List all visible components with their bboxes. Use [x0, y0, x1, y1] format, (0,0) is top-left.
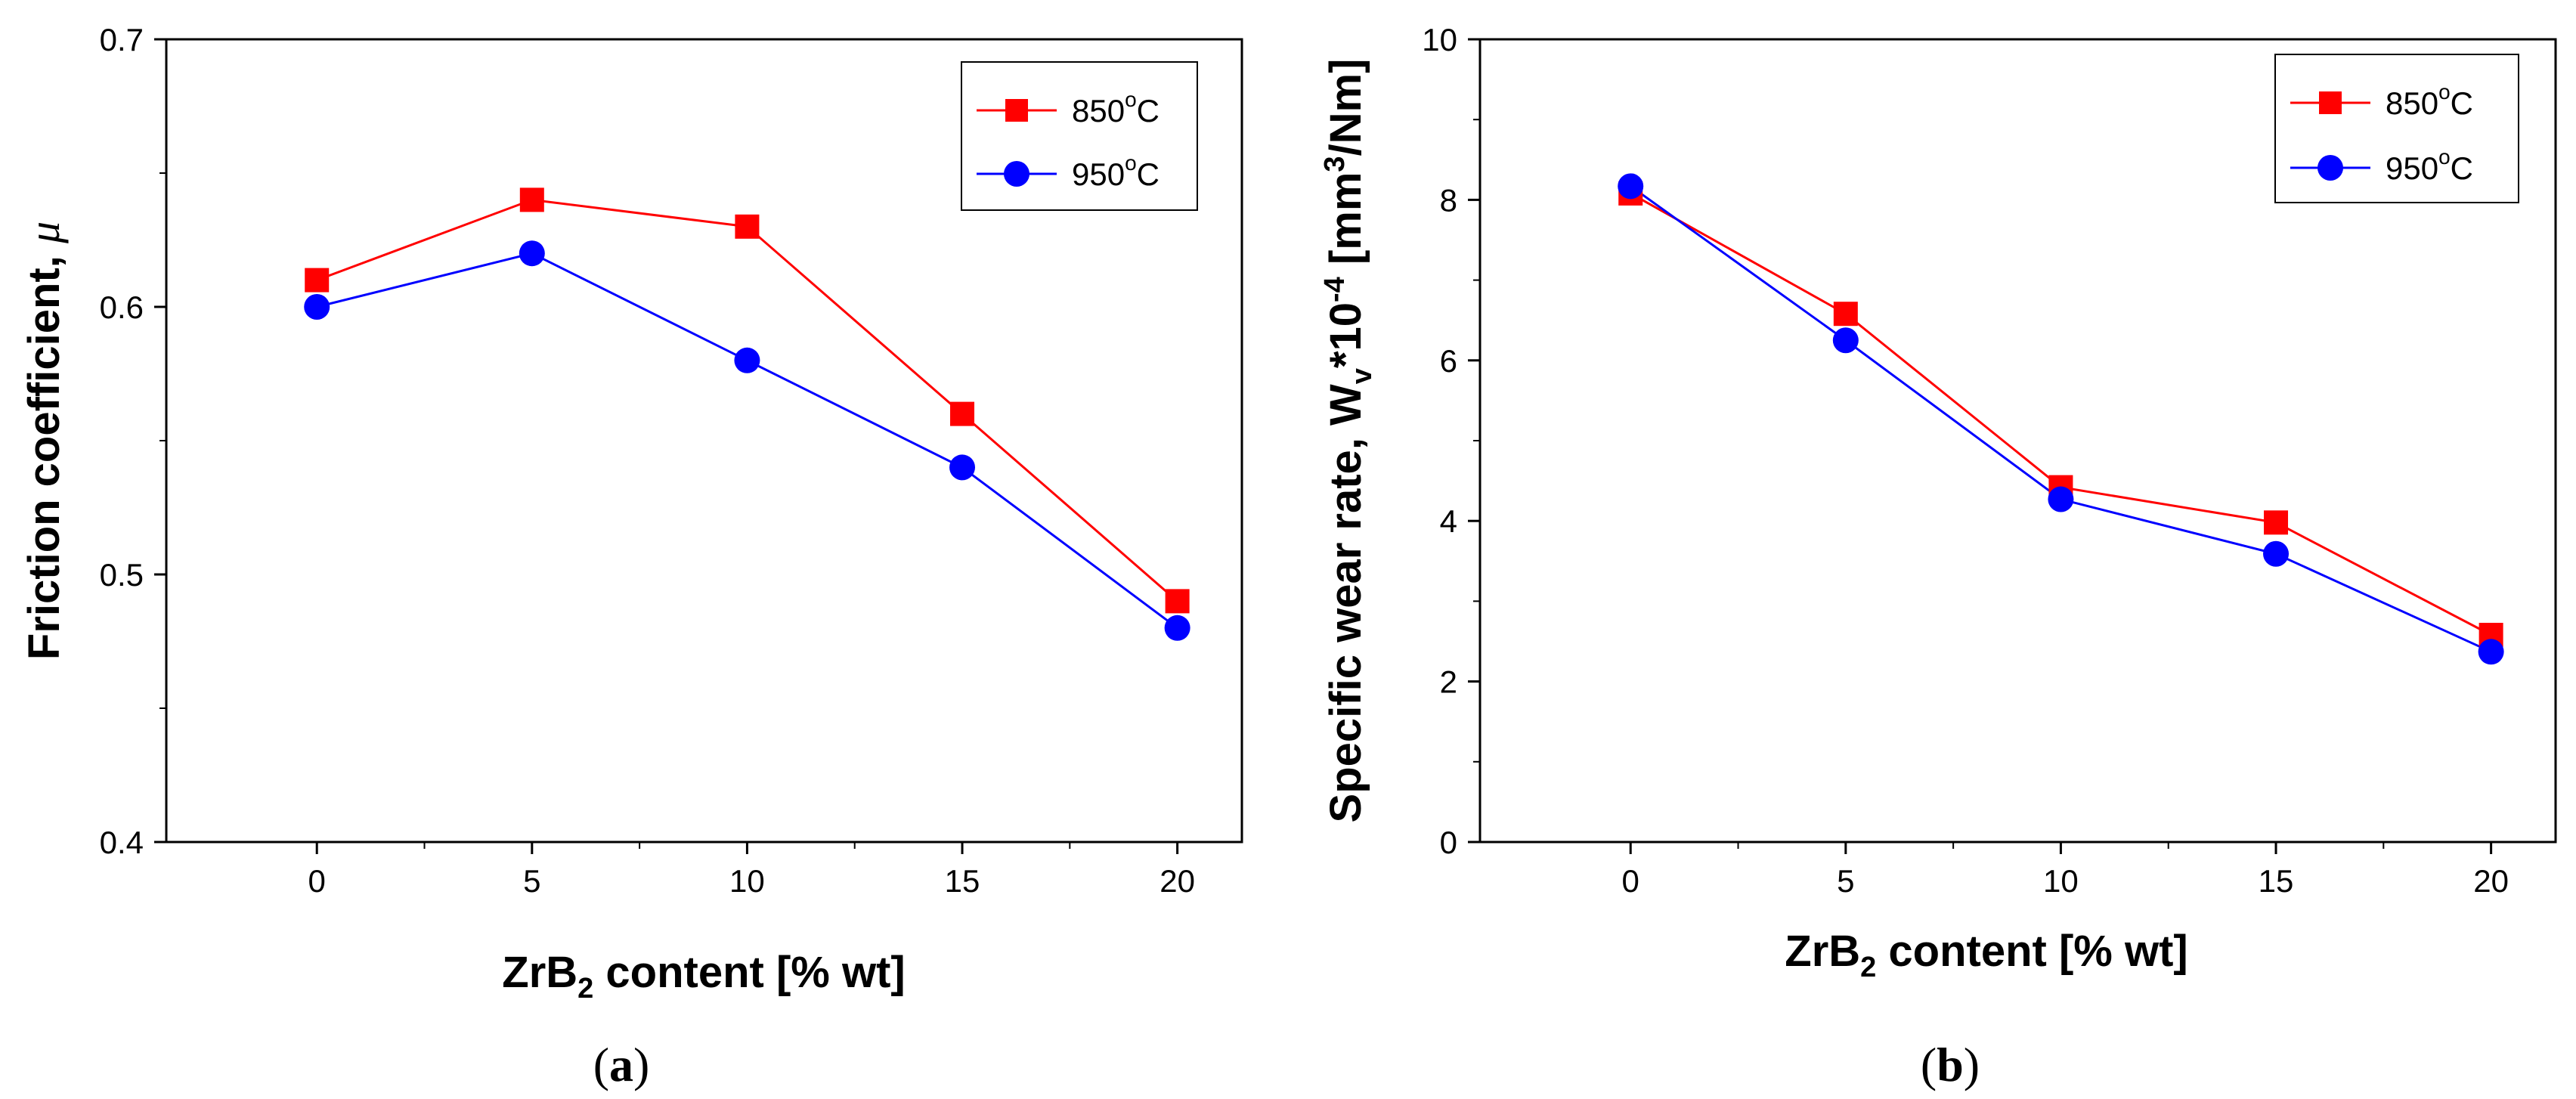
x-tick-label-b: 5 [1837, 863, 1854, 899]
x-tick-label-a: 10 [729, 863, 765, 899]
x-tick-label-b: 0 [1622, 863, 1639, 899]
y-tick-label-b: 6 [1440, 343, 1457, 379]
series-line-950-b [1630, 185, 2492, 653]
legend-b-box [2274, 54, 2519, 203]
data-point-950-a [1164, 615, 1190, 641]
y-tick-label-a: 0.5 [100, 557, 144, 593]
chart-b: 0 5 10 15 20 0 2 4 6 8 10 Specific wear rate, Wv*1… [1319, 22, 2557, 1091]
series-line-850-b [1630, 192, 2492, 636]
y-tick-label-a: 0.6 [100, 289, 144, 325]
legend-a-label-850: 850oC [1072, 88, 1160, 128]
x-axis-label-a: ZrB2 content [% wt] [502, 948, 905, 1005]
legend-a-marker-950 [1004, 161, 1029, 187]
x-tick-label-a: 5 [523, 863, 540, 899]
y-tick-label-b: 4 [1440, 503, 1457, 539]
data-point-950-a [304, 294, 330, 320]
y-tick-label-b: 8 [1440, 182, 1457, 218]
chart-a: 0 5 10 15 20 0.4 0.5 0.6 0.7 Friction coefficien… [20, 22, 1243, 1091]
data-point-950-b [2478, 639, 2504, 665]
x-tick-label-b: 15 [2259, 863, 2294, 899]
data-point-850-a [950, 401, 975, 426]
legend-b-label-950: 950oC [2386, 145, 2473, 186]
x-axis-label-b: ZrB2 content [% wt] [1785, 927, 2187, 983]
data-point-950-b [2263, 540, 2290, 567]
data-point-950-a [949, 454, 976, 481]
data-point-950-b [2048, 486, 2074, 512]
data-point-950-b [1832, 327, 1859, 354]
plot-b-ticks: 0 5 10 15 20 0 2 4 6 8 10 [1422, 22, 2509, 899]
y-axis-label-a: Friction coefficient, μ [20, 221, 69, 660]
data-point-950-a [519, 240, 545, 267]
x-tick-label-a: 0 [308, 863, 326, 899]
panel-label-b: (b) [1921, 1038, 1980, 1091]
legend-b-marker-850 [2319, 91, 2342, 114]
data-point-850-b [2264, 510, 2289, 535]
data-point-850-a [305, 268, 330, 293]
plot-a-frame [165, 38, 1243, 844]
data-point-850-a [519, 187, 544, 212]
legend-a: 850oC 950oC [961, 61, 1198, 211]
data-point-850-b [1833, 302, 1858, 327]
data-point-950-a [734, 347, 760, 373]
y-tick-label-a: 0.7 [100, 22, 144, 57]
series-line-950-a [316, 252, 1178, 630]
legend-b-label-850: 850oC [2386, 80, 2473, 121]
panel-label-a: (a) [593, 1038, 650, 1091]
y-tick-label-b: 0 [1440, 825, 1457, 860]
x-tick-label-b: 10 [2043, 863, 2079, 899]
x-tick-label-a: 15 [945, 863, 980, 899]
legend-b-marker-950 [2317, 155, 2343, 181]
legend-b: 850oC 950oC [2274, 54, 2519, 203]
x-tick-label-b: 20 [2473, 863, 2509, 899]
x-tick-label-a: 20 [1160, 863, 1195, 899]
data-point-950-b [1618, 173, 1644, 200]
legend-a-label-950: 950oC [1072, 151, 1160, 192]
plot-a-ticks: 0 5 10 15 20 0.4 0.5 0.6 0.7 [100, 22, 1195, 899]
data-point-850-a [735, 214, 760, 239]
series-line-850-a [316, 198, 1178, 602]
plot-b-frame [1478, 38, 2557, 844]
legend-a-box [961, 61, 1198, 211]
y-axis-label-b: Specific wear rate, Wv*10-4 [mm3/Nm] [1319, 59, 1378, 823]
data-point-850-a [1165, 589, 1190, 614]
y-tick-label-a: 0.4 [100, 825, 144, 860]
legend-a-marker-850 [1005, 99, 1028, 122]
y-tick-label-b: 2 [1440, 664, 1457, 700]
y-tick-label-b: 10 [1422, 22, 1457, 57]
